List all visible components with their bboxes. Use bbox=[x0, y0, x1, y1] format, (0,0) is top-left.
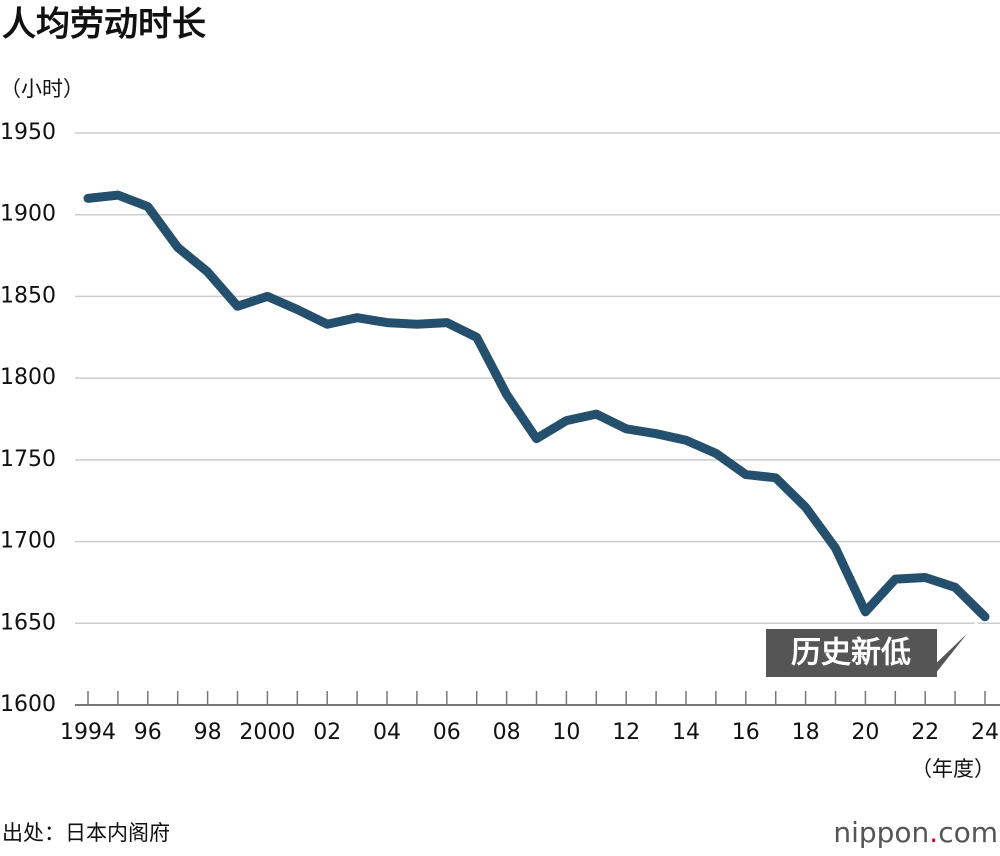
x-tick-label: 16 bbox=[732, 720, 760, 745]
x-tick-label: 22 bbox=[911, 720, 939, 745]
x-tick-label: 06 bbox=[433, 720, 461, 745]
chart-title: 人均劳动时长 bbox=[2, 5, 206, 45]
brand-domain: com bbox=[938, 816, 998, 849]
brand-name: nippon bbox=[833, 816, 929, 849]
x-unit: （年度） bbox=[911, 757, 995, 781]
x-tick-label: 04 bbox=[373, 720, 401, 745]
x-tick-label: 96 bbox=[134, 720, 162, 745]
y-tick-label: 1800 bbox=[0, 365, 56, 390]
x-tick-label: 10 bbox=[552, 720, 580, 745]
y-tick-label: 1750 bbox=[0, 447, 56, 472]
x-tick-label: 14 bbox=[672, 720, 700, 745]
y-tick-label: 1600 bbox=[0, 692, 56, 717]
callout-box bbox=[764, 622, 978, 679]
y-tick-label: 1850 bbox=[0, 283, 56, 308]
x-tick-label: 02 bbox=[313, 720, 341, 745]
x-tick-label: 08 bbox=[493, 720, 521, 745]
y-tick-label: 1700 bbox=[0, 529, 56, 554]
source: 出处：日本内阁府 bbox=[2, 821, 170, 845]
x-tick-label: 1994 bbox=[60, 720, 116, 745]
y-tick-label: 1650 bbox=[0, 610, 56, 635]
x-tick-label: 24 bbox=[971, 720, 999, 745]
y-unit: （小时） bbox=[0, 77, 84, 101]
x-tick-label: 12 bbox=[612, 720, 640, 745]
brand-dot: . bbox=[929, 816, 938, 849]
annotation: 历史新低 bbox=[791, 636, 911, 671]
x-tick-label: 2000 bbox=[239, 720, 295, 745]
x-tick-label: 20 bbox=[851, 720, 879, 745]
data-line bbox=[83, 190, 990, 622]
brand: nippon.com bbox=[833, 816, 998, 849]
x-tick-label: 18 bbox=[792, 720, 820, 745]
x-tick-label: 98 bbox=[194, 720, 222, 745]
y-tick-label: 1900 bbox=[0, 202, 56, 227]
y-tick-label: 1950 bbox=[0, 120, 56, 145]
